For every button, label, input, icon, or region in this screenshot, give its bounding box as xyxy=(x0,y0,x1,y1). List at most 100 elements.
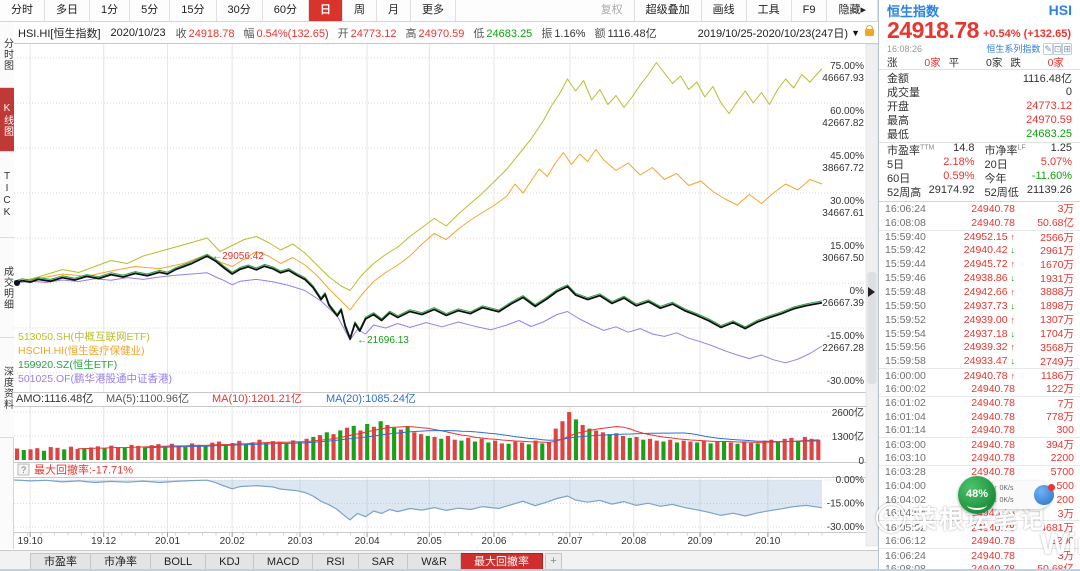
ohlc-fields: 收 24918.78 幅 0.54%(132.65) 开 24773.12 高 24970.5… xyxy=(176,25,666,41)
tick-time: 16:06:12 xyxy=(885,535,926,548)
sidebar-item-minute-chart[interactable]: 分时图 xyxy=(0,22,14,88)
toolbar-item-multiday[interactable]: 多日 xyxy=(45,0,90,21)
network-speedball-overlay[interactable]: ↑ 0K/s ↓ 0K/s 48% xyxy=(958,476,1058,516)
tab-pb-ratio[interactable]: 市净率 xyxy=(91,552,151,570)
panel-icon-2[interactable]: ⊞ xyxy=(1062,42,1072,55)
volume-axis-label: 2600亿 xyxy=(832,406,864,419)
field-value: 1.16% xyxy=(554,27,586,40)
memory-percent-ball[interactable]: 48% xyxy=(958,476,996,514)
tab-macd[interactable]: MACD xyxy=(253,552,314,570)
period-toolbar: 分时 多日 1分 5分 15分 30分 60分日周月更多 复权 超级叠加 画线 工具 F9 隐藏▸ xyxy=(0,0,878,22)
volume-bar xyxy=(378,421,383,460)
tab-pe-ratio[interactable]: 市盈率 xyxy=(30,552,91,570)
tick-price: 24942.66 ↑ xyxy=(963,285,1015,298)
tick-time: 16:04:02 xyxy=(885,493,926,506)
field-label: 收 xyxy=(175,27,187,40)
toolbar-item-draw-line[interactable]: 画线 xyxy=(702,0,747,21)
sidebar-item-depth-info[interactable]: 深度资料 xyxy=(0,338,14,438)
toolbar-item-weekly[interactable]: 周 xyxy=(343,0,377,21)
tick-price: 24940.78 xyxy=(971,562,1015,571)
stat-row-最低: 最低 24683.25 xyxy=(887,127,1072,141)
up-arrow-icon: ↑ xyxy=(1010,370,1016,381)
toolbar-item-30min[interactable]: 30分 xyxy=(217,0,263,21)
toolbar-item-15min[interactable]: 15分 xyxy=(170,0,217,21)
tick-price: 24937.73 ↓ xyxy=(963,299,1015,312)
toolbar-item-60min[interactable]: 60分 xyxy=(263,0,309,21)
toolbar-item-daily[interactable]: 日 xyxy=(309,0,343,21)
y-axis-pct-label: 75.00% xyxy=(830,61,864,72)
tab-wr[interactable]: W&R xyxy=(408,552,461,570)
volume-bar xyxy=(304,438,309,460)
tab-max-drawdown[interactable]: 最大回撤率 xyxy=(460,552,543,570)
lock-icon[interactable] xyxy=(865,25,874,36)
toolbar-item-adjust[interactable]: 复权 xyxy=(590,0,635,21)
volume-bar xyxy=(129,444,134,460)
volume-bar xyxy=(68,446,73,460)
sidebar-item-tick[interactable]: TICK xyxy=(0,152,14,238)
tick-row: 16:08:08 24940.78 50.68亿 xyxy=(879,216,1080,230)
notification-ball-icon[interactable] xyxy=(1034,484,1055,505)
volume-bar xyxy=(190,443,195,460)
volume-bar xyxy=(203,445,208,460)
volume-bar xyxy=(398,429,403,460)
toolbar-item-super-overlay[interactable]: 超级叠加 xyxy=(635,0,702,21)
toolbar-item-1min[interactable]: 1分 xyxy=(90,0,131,21)
series-line-orangeHSCIH xyxy=(13,149,823,311)
stat-pair-cell: 52周低 21139.26 xyxy=(985,184,1073,200)
tick-row: 16:00:02 24940.78 122万 xyxy=(879,382,1080,396)
volume-bar xyxy=(708,443,713,460)
toolbar-item-f9[interactable]: F9 xyxy=(792,0,828,21)
volume-bar xyxy=(816,439,821,460)
volume-bar xyxy=(681,440,686,460)
sidebar-item-kline-chart[interactable]: K线图 xyxy=(0,88,14,152)
toolbar-item-more[interactable]: 更多 xyxy=(411,0,456,21)
toolbar-item-monthly[interactable]: 月 xyxy=(377,0,411,21)
period-toolbar-right: 复权 超级叠加 画线 工具 F9 隐藏▸ xyxy=(590,0,878,21)
y-axis-price-label: 42667.82 xyxy=(822,118,864,129)
field-value: 24683.25 xyxy=(486,27,533,40)
volume-bar xyxy=(459,440,464,460)
sidebar-item-trade-detail[interactable]: 成交明细 xyxy=(0,238,14,338)
adv-label: 涨 xyxy=(887,56,898,69)
tick-price: 24940.78 xyxy=(971,452,1015,465)
price-change: +0.54% (+132.65) xyxy=(982,28,1072,40)
toolbar-item-5min[interactable]: 5分 xyxy=(130,0,171,21)
volume-bar xyxy=(647,438,653,460)
drawdown-axis-label: -15.00% xyxy=(827,499,864,510)
volume-bar xyxy=(728,442,733,460)
volume-bar xyxy=(479,438,484,460)
tab-rsi[interactable]: RSI xyxy=(313,552,359,570)
y-axis-price-label: 38667.72 xyxy=(822,163,864,174)
x-axis-label: 20.08 xyxy=(621,536,646,547)
tick-row: 16:00:00 24940.78 ↑ 1186万 xyxy=(879,368,1080,382)
toolbar-item-hide[interactable]: 隐藏▸ xyxy=(827,0,878,21)
panel-icon-1[interactable]: ⊡ xyxy=(1052,42,1063,55)
toolbar-item-minute[interactable]: 分时 xyxy=(0,0,45,21)
tick-row: 16:06:12 24940.78 3200 xyxy=(879,534,1080,548)
tick-price: 24940.78 xyxy=(971,521,1015,534)
kline-chart-canvas[interactable]: 75.00%46667.93 60.00%42667.82 45.00%38667.… xyxy=(13,43,879,550)
stat-value: 5.07% xyxy=(1040,156,1072,168)
tab-boll[interactable]: BOLL xyxy=(151,552,207,570)
volume-bar xyxy=(21,450,26,460)
date-range-selector[interactable]: 2019/10/25-2020/10/23(247日) ▼ xyxy=(698,25,874,41)
tab-sar[interactable]: SAR xyxy=(358,552,409,570)
tick-price: 24940.78 xyxy=(971,382,1015,395)
scrollbar-thumb[interactable] xyxy=(867,272,877,384)
quote-timestamp: 16:08:26 xyxy=(887,43,923,54)
x-axis-label: 20.10 xyxy=(755,536,780,547)
add-indicator-button[interactable]: + xyxy=(544,552,562,570)
series-line-purple501025 xyxy=(13,272,823,364)
index-series-link[interactable]: 恒生系列指数 ✎ ⊡ ⊞ xyxy=(986,42,1072,55)
chevron-down-icon[interactable]: ▼ xyxy=(851,27,860,38)
y-axis-pct-label: 0% xyxy=(850,286,865,297)
kline-chart-area[interactable]: 75.00% 46667.93 60.00% 42667.82 45.00% 38667.… xyxy=(13,43,879,550)
x-axis-label: 20.02 xyxy=(220,536,245,547)
panel-icon-0[interactable]: ✎ xyxy=(1043,42,1053,55)
volume-bar xyxy=(35,448,40,460)
tab-kdj[interactable]: KDJ xyxy=(206,552,254,570)
toolbar-item-tools[interactable]: 工具 xyxy=(747,0,792,21)
volume-bar xyxy=(809,438,814,460)
tick-time: 15:59:48 xyxy=(885,285,926,298)
volume-bar xyxy=(722,441,727,460)
